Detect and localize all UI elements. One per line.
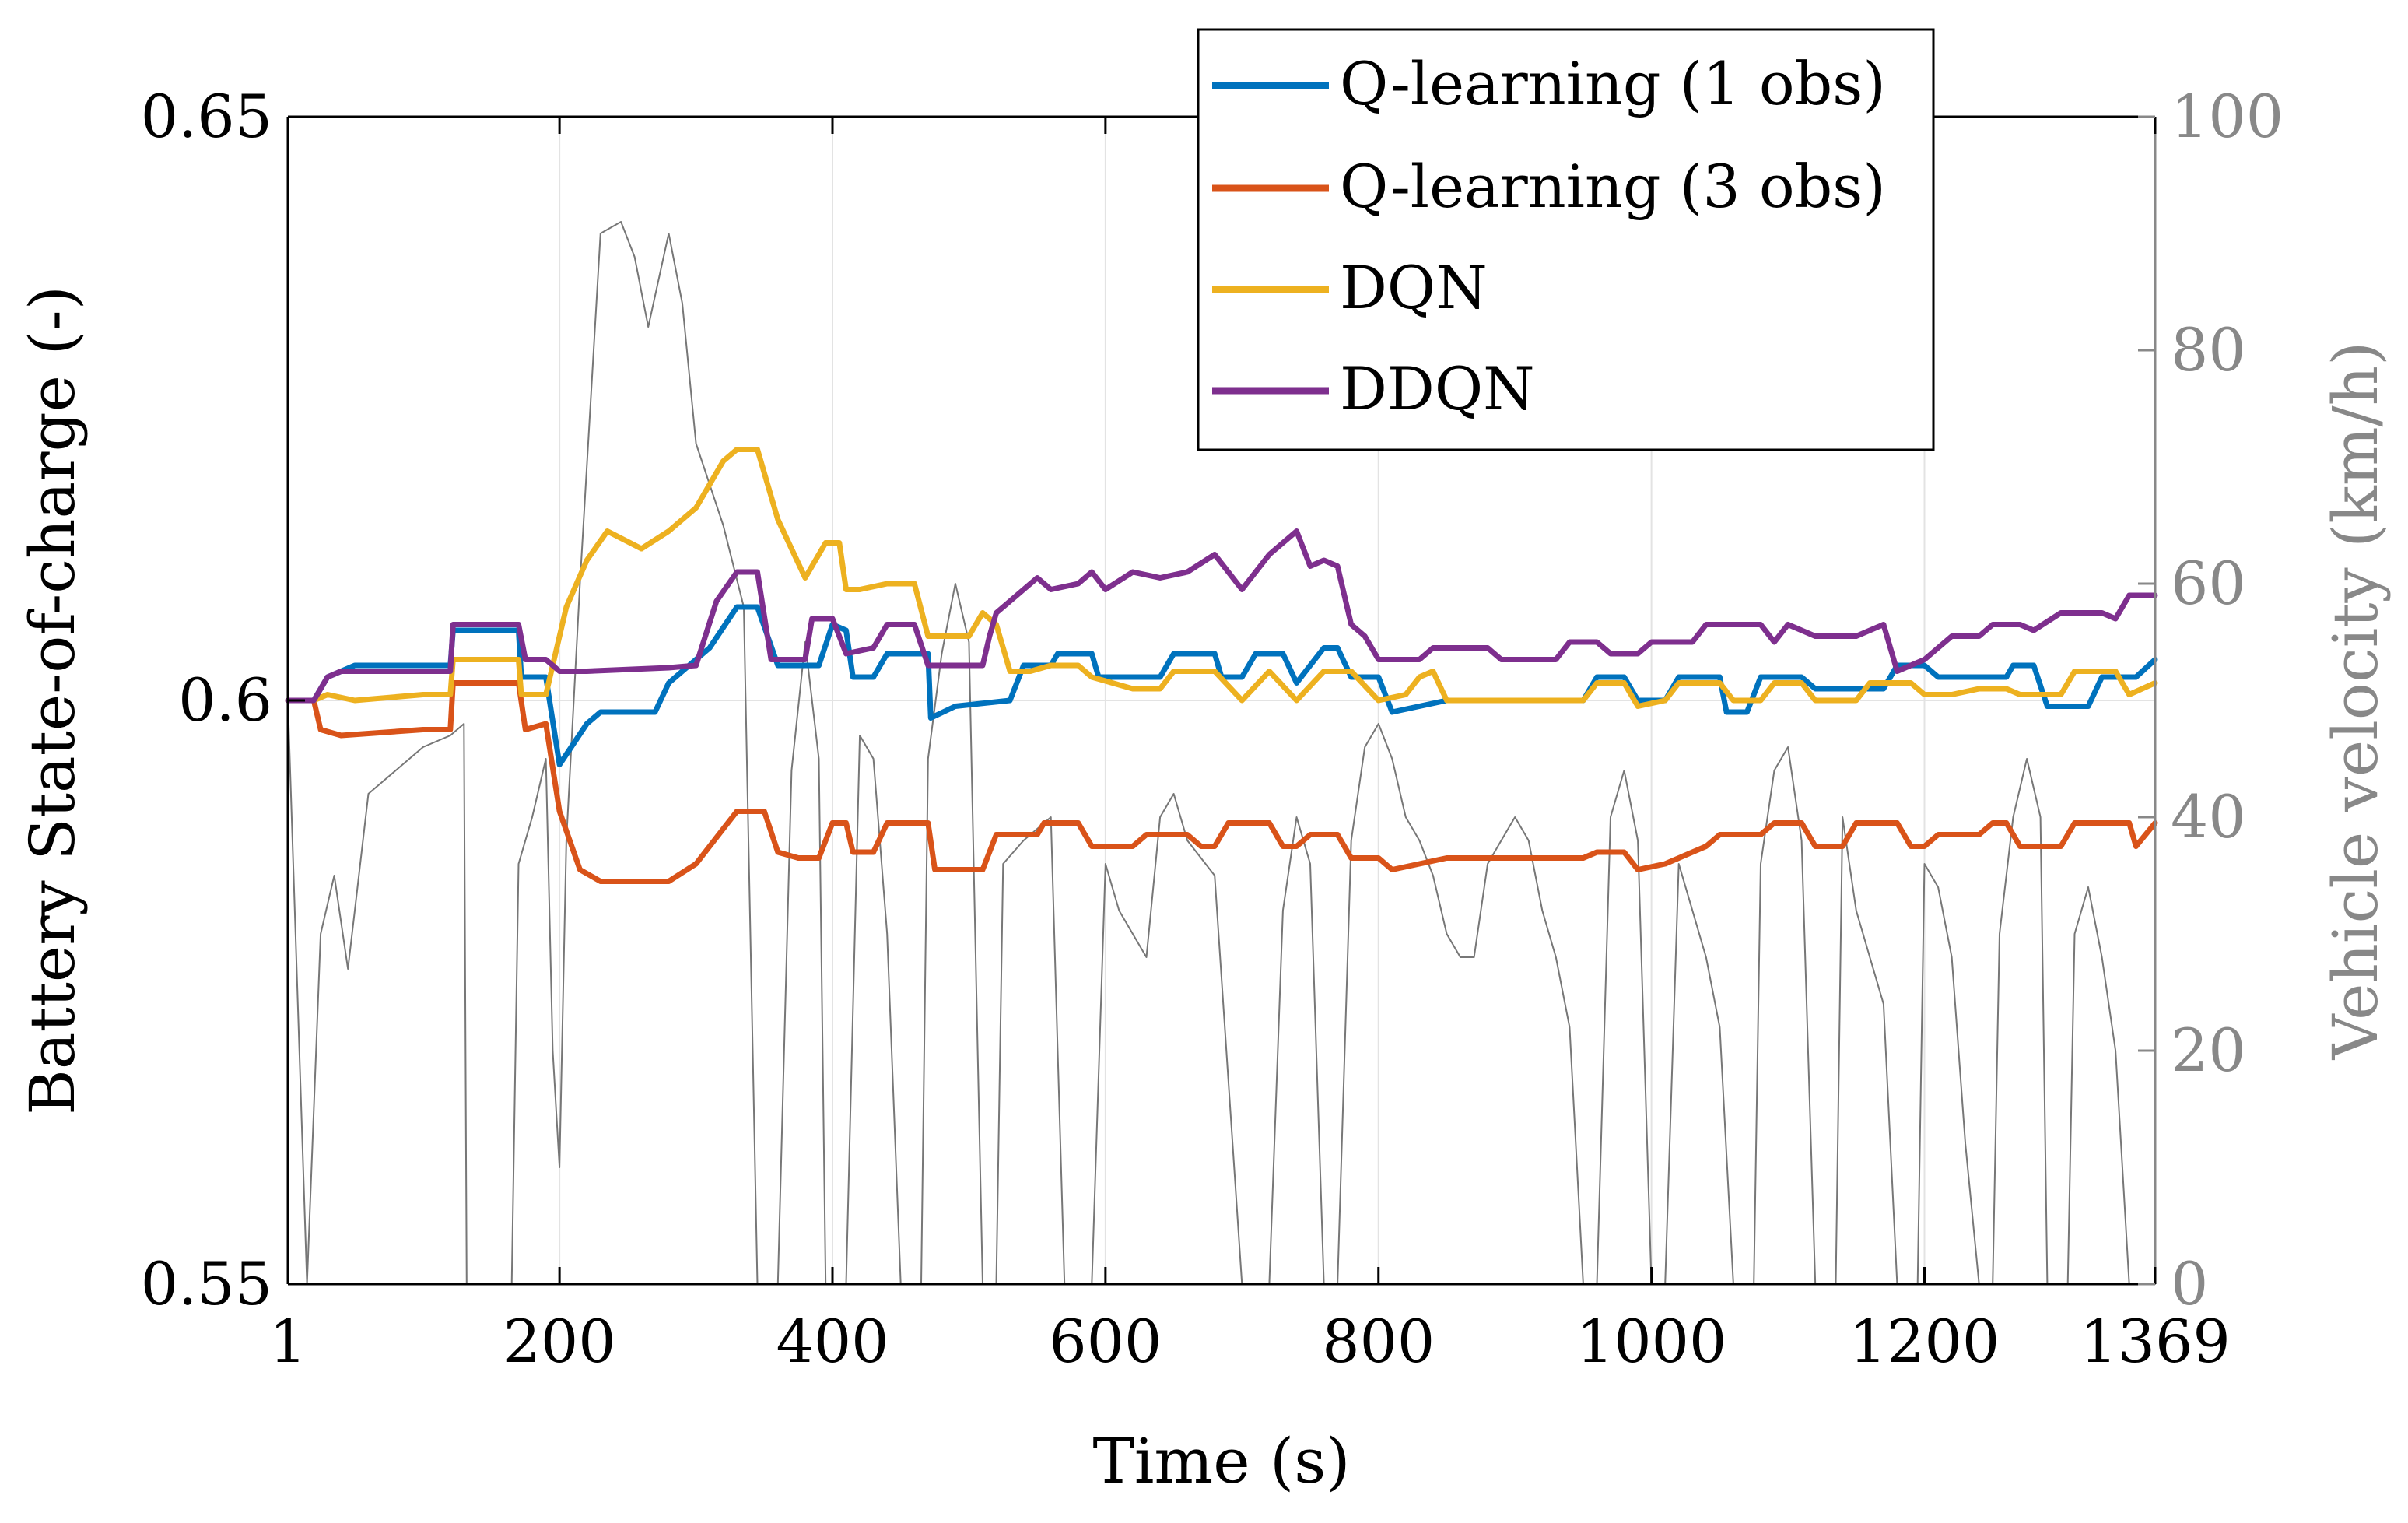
- y2-tick-label-60: 60: [2171, 549, 2246, 618]
- x-tick-label-400: 400: [776, 1307, 889, 1376]
- series-line-dqn: [285, 447, 2158, 709]
- series-line-ddqn: [285, 528, 2158, 704]
- x-ticks: 1 200 400 600 800 1000 1200 1369: [269, 117, 2231, 1376]
- y-tick-label-0.6: 0.6: [178, 665, 272, 735]
- series-line-q-learning-3-obs: [285, 680, 2158, 884]
- y-tick-label-0.65: 0.65: [141, 82, 272, 151]
- y2-axis-label: Vehicle velocity (km/h): [2319, 342, 2392, 1061]
- y2-tick-label-40: 40: [2171, 782, 2246, 851]
- y2-tick-label-0: 0: [2171, 1249, 2208, 1318]
- y-axis-label: Battery State-of-charge (-): [16, 286, 89, 1115]
- x-tick-label-200: 200: [503, 1307, 616, 1376]
- y2-tick-label-100: 100: [2171, 82, 2284, 151]
- y2-tick-label-20: 20: [2171, 1016, 2246, 1085]
- series-layer: [285, 221, 2158, 1285]
- y2-tick-label-80: 80: [2171, 315, 2246, 384]
- legend-label-q3: Q-learning (3 obs): [1340, 152, 1886, 221]
- legend-box: [1197, 28, 1935, 451]
- x-tick-label-800: 800: [1322, 1307, 1435, 1376]
- x-tick-label-1200: 1200: [1849, 1307, 2000, 1376]
- legend-label-dqn: DQN: [1340, 253, 1488, 322]
- y-ticks: 0.55 0.6 0.65: [141, 82, 305, 1318]
- legend-label-q1: Q-learning (1 obs): [1340, 49, 1886, 118]
- y2-ticks: 0 20 40 60 80 100: [2138, 82, 2284, 1318]
- x-tick-label-1: 1: [269, 1307, 307, 1376]
- legend: Q-learning (1 obs) Q-learning (3 obs) DQ…: [1197, 28, 1935, 451]
- x-tick-label-600: 600: [1049, 1307, 1162, 1376]
- x-axis-label: Time (s): [1092, 1425, 1350, 1497]
- y-tick-label-0.55: 0.55: [141, 1249, 272, 1318]
- series-line-q-learning-1-obs: [285, 604, 2158, 767]
- x-tick-label-1369: 1369: [2080, 1307, 2230, 1376]
- legend-label-ddqn: DDQN: [1340, 354, 1535, 423]
- x-tick-label-1000: 1000: [1576, 1307, 1726, 1376]
